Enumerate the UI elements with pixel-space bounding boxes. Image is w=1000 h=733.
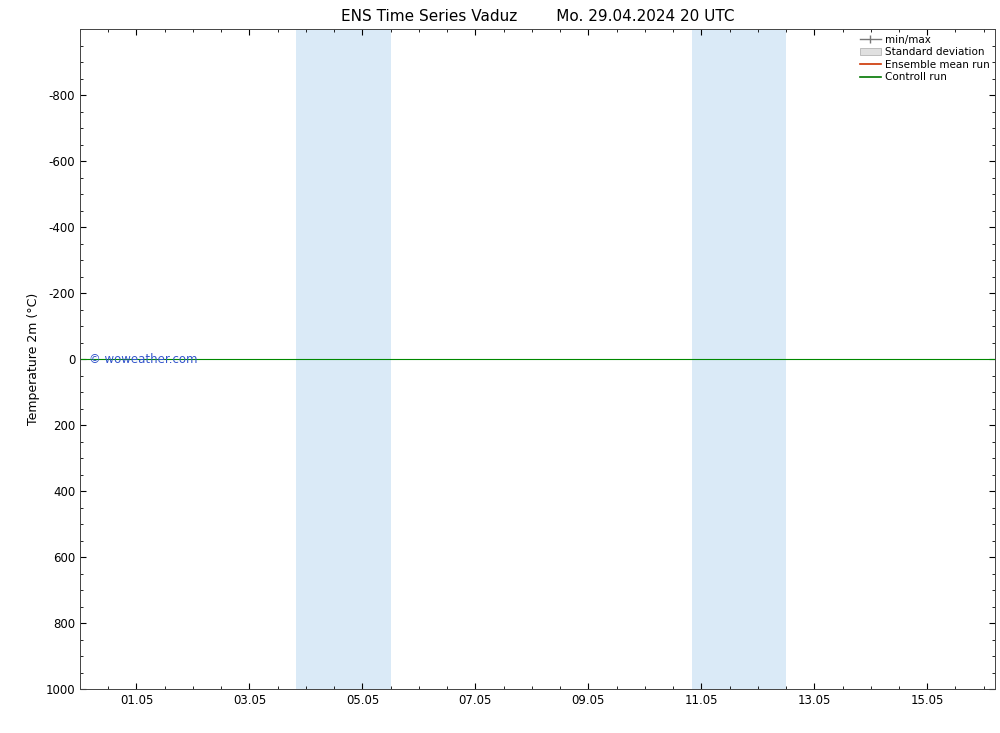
Bar — [296, 29, 391, 689]
Bar — [692, 29, 786, 689]
Legend: min/max, Standard deviation, Ensemble mean run, Controll run: min/max, Standard deviation, Ensemble me… — [858, 32, 992, 84]
Y-axis label: Temperature 2m (°C): Temperature 2m (°C) — [27, 293, 40, 425]
Title: ENS Time Series Vaduz        Mo. 29.04.2024 20 UTC: ENS Time Series Vaduz Mo. 29.04.2024 20 … — [341, 9, 734, 24]
Text: © woweather.com: © woweather.com — [89, 353, 198, 366]
